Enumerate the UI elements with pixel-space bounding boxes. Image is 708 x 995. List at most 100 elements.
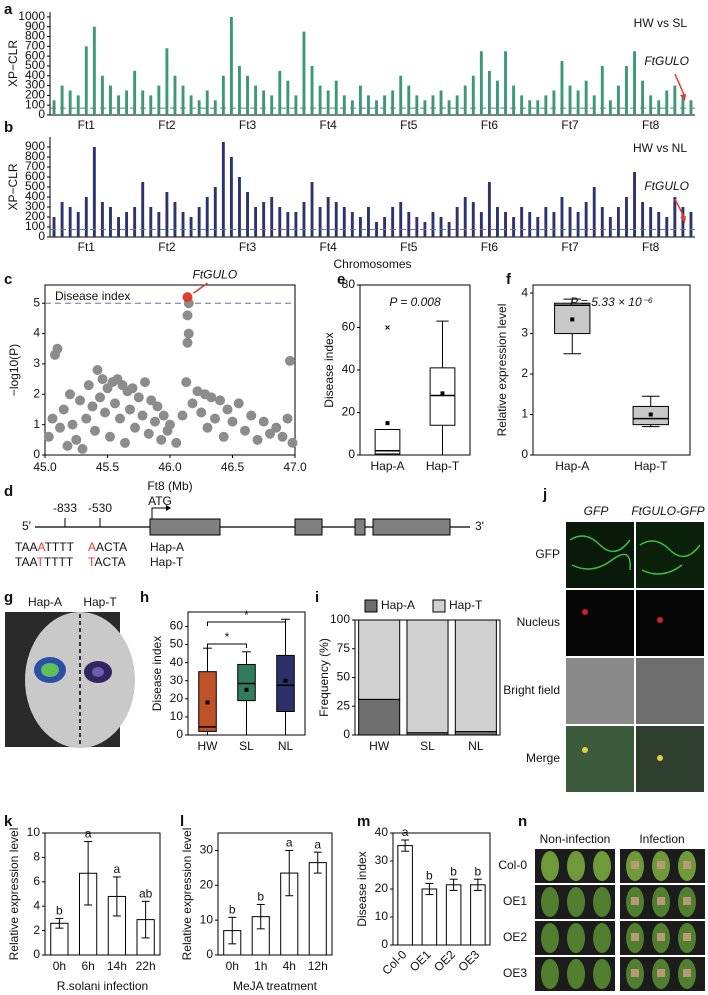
peak bbox=[560, 197, 564, 237]
gene-arrow bbox=[674, 73, 686, 98]
y-tick-label: 0 bbox=[33, 447, 40, 461]
point bbox=[182, 292, 193, 303]
point bbox=[182, 310, 193, 321]
peak bbox=[189, 217, 193, 237]
column-label: FtGULO-GFP bbox=[631, 504, 704, 518]
point bbox=[58, 404, 69, 415]
chromosome-label: Ft3 bbox=[239, 118, 257, 132]
peak bbox=[600, 65, 604, 115]
leaf bbox=[541, 851, 559, 881]
peak bbox=[463, 85, 467, 115]
x-tick-label: Hap-A bbox=[555, 459, 589, 473]
peak bbox=[528, 100, 532, 115]
point bbox=[202, 422, 213, 433]
peak bbox=[375, 222, 378, 237]
peak bbox=[84, 197, 88, 237]
letter-label: b bbox=[475, 864, 482, 878]
letter-label: a bbox=[402, 825, 409, 839]
cell-outline bbox=[639, 540, 701, 575]
x-axis-label: R.solani infection bbox=[57, 979, 148, 993]
y-tick-label: 10 bbox=[170, 709, 184, 723]
peak bbox=[181, 212, 185, 237]
peak bbox=[625, 65, 628, 115]
panel: 0 10 20 30 40 50 60 Disease index HW SL NL * * bbox=[150, 608, 306, 753]
peak bbox=[641, 80, 645, 115]
point bbox=[115, 413, 125, 424]
chromosome-label: Ft5 bbox=[400, 118, 418, 132]
x-axis-label: Ft8 (Mb) bbox=[147, 479, 192, 493]
column-label: Infection bbox=[639, 832, 684, 846]
nucleus bbox=[657, 755, 663, 761]
bar bbox=[445, 884, 462, 946]
peak bbox=[431, 212, 435, 237]
point bbox=[90, 425, 100, 436]
peak bbox=[536, 217, 540, 237]
peak bbox=[149, 95, 153, 115]
y-axis-label: Frequency (%) bbox=[317, 638, 331, 717]
annotation: P = 0.008 bbox=[389, 295, 441, 309]
x-tick-label: NL bbox=[278, 739, 294, 753]
chromosome-label: Ft4 bbox=[319, 240, 337, 254]
base: TAA bbox=[15, 555, 37, 569]
point bbox=[183, 328, 194, 339]
x-tick-label: OE1 bbox=[407, 947, 434, 974]
point bbox=[187, 398, 198, 409]
point bbox=[87, 401, 98, 412]
point bbox=[152, 401, 163, 412]
point bbox=[97, 374, 108, 385]
bar-segment bbox=[454, 619, 497, 733]
peak bbox=[383, 217, 387, 237]
peak bbox=[52, 217, 56, 237]
peak bbox=[512, 85, 516, 115]
row-label: GFP bbox=[535, 547, 560, 561]
point bbox=[47, 413, 58, 424]
snp: T bbox=[88, 555, 96, 569]
y-tick-label: 50 bbox=[337, 670, 351, 684]
y-tick-label: 20 bbox=[170, 691, 184, 705]
y-axis-label: XP−CLR bbox=[6, 40, 20, 87]
plot-frame bbox=[44, 832, 161, 956]
leaf bbox=[541, 959, 559, 989]
row-label: Merge bbox=[526, 751, 560, 765]
letter-label: ab bbox=[139, 886, 153, 900]
peak bbox=[117, 95, 120, 115]
peak bbox=[76, 212, 80, 237]
legend-swatch bbox=[364, 599, 378, 613]
peak bbox=[600, 207, 604, 237]
column-label: Non-infection bbox=[540, 832, 611, 846]
base: TAA bbox=[15, 540, 37, 554]
peak bbox=[318, 85, 322, 115]
gene-arrowhead bbox=[680, 94, 686, 101]
y-tick-label: 6 bbox=[33, 874, 40, 888]
peak bbox=[584, 80, 588, 115]
site-position: -530 bbox=[88, 501, 112, 515]
base: TTTT bbox=[45, 540, 75, 554]
leaf bbox=[567, 959, 585, 989]
lesion bbox=[631, 897, 639, 905]
y-axis-label: XP−CLR bbox=[6, 163, 20, 210]
point bbox=[110, 398, 120, 409]
peak bbox=[367, 95, 370, 115]
peak bbox=[278, 207, 282, 237]
y-tick-label: 0 bbox=[521, 447, 528, 461]
peak bbox=[254, 207, 258, 237]
x-tick-label: 1h bbox=[254, 959, 267, 973]
peak bbox=[681, 95, 685, 115]
point bbox=[127, 383, 138, 394]
panel-label: a bbox=[4, 1, 13, 18]
x-tick-label: 22h bbox=[136, 959, 156, 973]
peak bbox=[471, 202, 475, 237]
point bbox=[146, 395, 157, 406]
point bbox=[222, 404, 233, 415]
leaf bbox=[593, 923, 611, 953]
box bbox=[237, 663, 256, 702]
gene-model: 5' 3' -833 -530 ATG TAAATTTT AACTA Hap-A… bbox=[15, 494, 484, 569]
panel-label: n bbox=[518, 813, 527, 830]
sequence: TAAATTTT bbox=[15, 540, 75, 554]
peak bbox=[141, 90, 145, 115]
significance-bracket bbox=[207, 643, 247, 648]
point bbox=[258, 416, 269, 427]
gene-label: FtGULO bbox=[644, 54, 689, 68]
mean bbox=[205, 700, 210, 705]
